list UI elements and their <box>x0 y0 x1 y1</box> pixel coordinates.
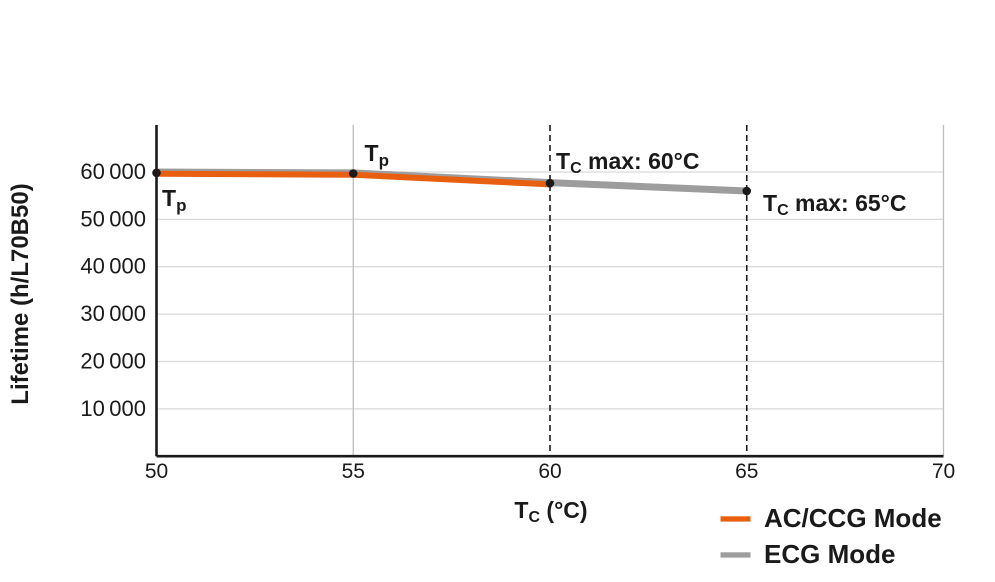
svg-text:Tp: Tp <box>365 140 389 170</box>
svg-text:30 000: 30 000 <box>80 301 146 326</box>
svg-text:60 000: 60 000 <box>80 159 146 184</box>
svg-text:ECG Mode: ECG Mode <box>764 539 895 569</box>
svg-text:50 000: 50 000 <box>80 206 146 231</box>
svg-text:40 000: 40 000 <box>80 254 146 279</box>
svg-text:70: 70 <box>932 460 955 483</box>
svg-text:50: 50 <box>145 460 168 483</box>
svg-text:AC/CCG Mode: AC/CCG Mode <box>764 503 942 533</box>
svg-text:TC max: 65°C: TC max: 65°C <box>763 190 907 219</box>
svg-text:10 000: 10 000 <box>80 396 146 421</box>
svg-text:TC max: 60°C: TC max: 60°C <box>556 148 700 177</box>
svg-text:65: 65 <box>735 460 758 483</box>
svg-text:TC (°C): TC (°C) <box>514 497 587 526</box>
svg-text:20 000: 20 000 <box>80 348 146 373</box>
svg-text:Tp: Tp <box>162 185 186 215</box>
svg-text:55: 55 <box>342 460 365 483</box>
svg-text:60: 60 <box>538 460 561 483</box>
svg-text:Lifetime (h/L70B50): Lifetime (h/L70B50) <box>7 183 34 404</box>
